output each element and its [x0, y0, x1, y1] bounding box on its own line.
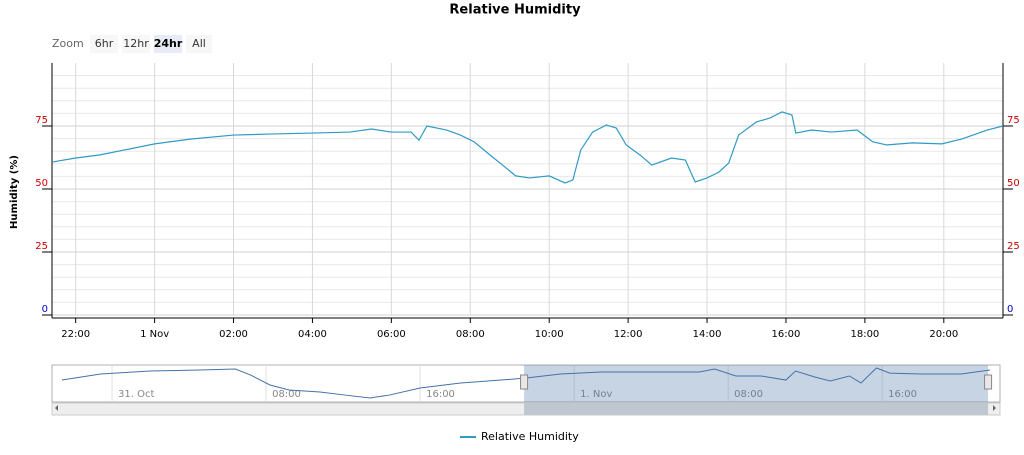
- x-tick-label: 20:00: [929, 329, 958, 340]
- legend-label[interactable]: Relative Humidity: [481, 430, 579, 443]
- range-button[interactable]: 24hr: [154, 37, 183, 50]
- x-tick-label: 10:00: [535, 329, 564, 340]
- x-tick-label: 18:00: [850, 329, 879, 340]
- navigator-handle[interactable]: [520, 374, 529, 390]
- x-tick-label: 1 Nov: [140, 329, 169, 340]
- range-button-bg[interactable]: [154, 35, 182, 53]
- y-tick-label: 0: [42, 304, 48, 315]
- scrollbar-thumb[interactable]: [524, 403, 989, 415]
- navigator-tick-label: 31. Oct: [118, 389, 154, 400]
- y-tick-label: 25: [35, 241, 48, 252]
- range-button[interactable]: 12hr: [123, 37, 149, 50]
- x-tick-label: 02:00: [219, 329, 248, 340]
- navigator-line: [61, 367, 991, 399]
- navigator-tick-label: 08:00: [734, 389, 763, 400]
- x-tick-label: 22:00: [61, 329, 90, 340]
- x-tick-label: 08:00: [456, 329, 485, 340]
- navigator-handle[interactable]: [984, 374, 993, 390]
- chart-title: Relative Humidity: [449, 3, 581, 18]
- y-tick-label: 75: [35, 115, 48, 126]
- navigator-tick-label: 08:00: [272, 389, 301, 400]
- scroll-right[interactable]: [993, 405, 996, 411]
- y-axis-label: Humidity (%): [9, 155, 20, 229]
- x-tick-label: 14:00: [693, 329, 722, 340]
- y2-tick-label: 25: [1007, 241, 1020, 252]
- range-button-bg[interactable]: [186, 35, 212, 53]
- range-button-bg[interactable]: [90, 35, 118, 53]
- navigator-tick-label: 16:00: [888, 389, 917, 400]
- range-button-bg[interactable]: [122, 35, 150, 53]
- navigator-mask[interactable]: [524, 365, 989, 402]
- x-tick-label: 04:00: [298, 329, 327, 340]
- x-tick-label: 16:00: [772, 329, 801, 340]
- y-tick-label: 50: [35, 178, 48, 189]
- scroll-left[interactable]: [55, 405, 58, 411]
- series-line: [51, 111, 1004, 184]
- y2-tick-label: 50: [1007, 178, 1020, 189]
- y2-tick-label: 75: [1007, 115, 1020, 126]
- range-button[interactable]: All: [192, 37, 206, 50]
- navigator-tick-label: 16:00: [426, 389, 455, 400]
- y2-tick-label: 0: [1007, 304, 1013, 315]
- x-tick-label: 06:00: [377, 329, 406, 340]
- x-tick-label: 12:00: [614, 329, 643, 340]
- range-button[interactable]: 6hr: [95, 37, 114, 50]
- zoom-label: Zoom: [52, 37, 84, 50]
- navigator-tick-label: 1. Nov: [580, 389, 612, 400]
